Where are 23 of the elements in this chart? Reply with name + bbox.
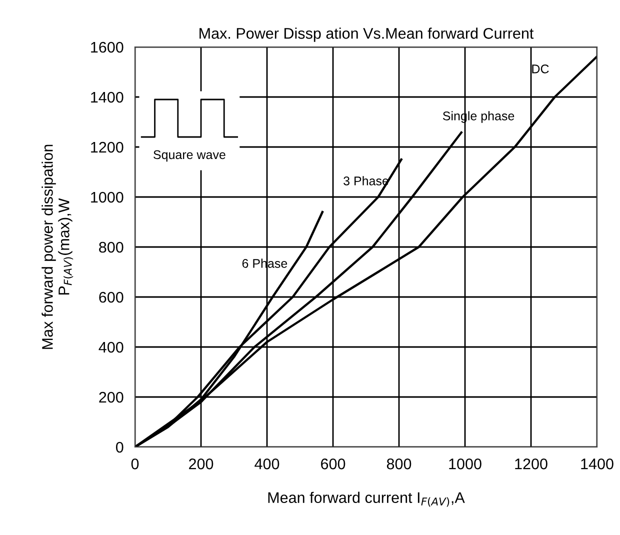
series-label: 3 Phase [344,176,388,186]
x-axis-title: Mean forward current I$_{F(AV)}$,A [268,492,465,507]
y-tick-label: 1000 [91,192,124,203]
x-tick-label: 600 [321,458,346,470]
x-tick-label: 400 [254,458,280,470]
y-tick-label: 600 [99,292,124,303]
y-tick-label: 400 [98,342,124,353]
chart-title: Max. Power Dissp ation Vs.Mean forward Current [200,28,534,42]
x-tick-label: 1200 [515,458,548,470]
x-tick-label: 1400 [581,458,614,470]
y-tick-label: 1400 [91,92,124,103]
x-tick-label: 800 [386,458,412,470]
y-tick-label: 200 [99,392,124,403]
y-axis-title: Max forward power dissipation P$_{F(AV)}$(max),W [42,144,74,349]
series-label: DC [532,64,549,74]
y-tick-label: 0 [116,442,124,453]
x-tick-label: 200 [189,458,214,470]
y-tick-label: 1600 [91,42,124,53]
x-tick-label: 1000 [449,458,482,470]
annotation: Square wave [154,150,226,162]
y-tick-label: 1200 [91,142,124,153]
y-tick-label: 800 [99,242,124,253]
x-tick-label: 0 [131,458,139,470]
